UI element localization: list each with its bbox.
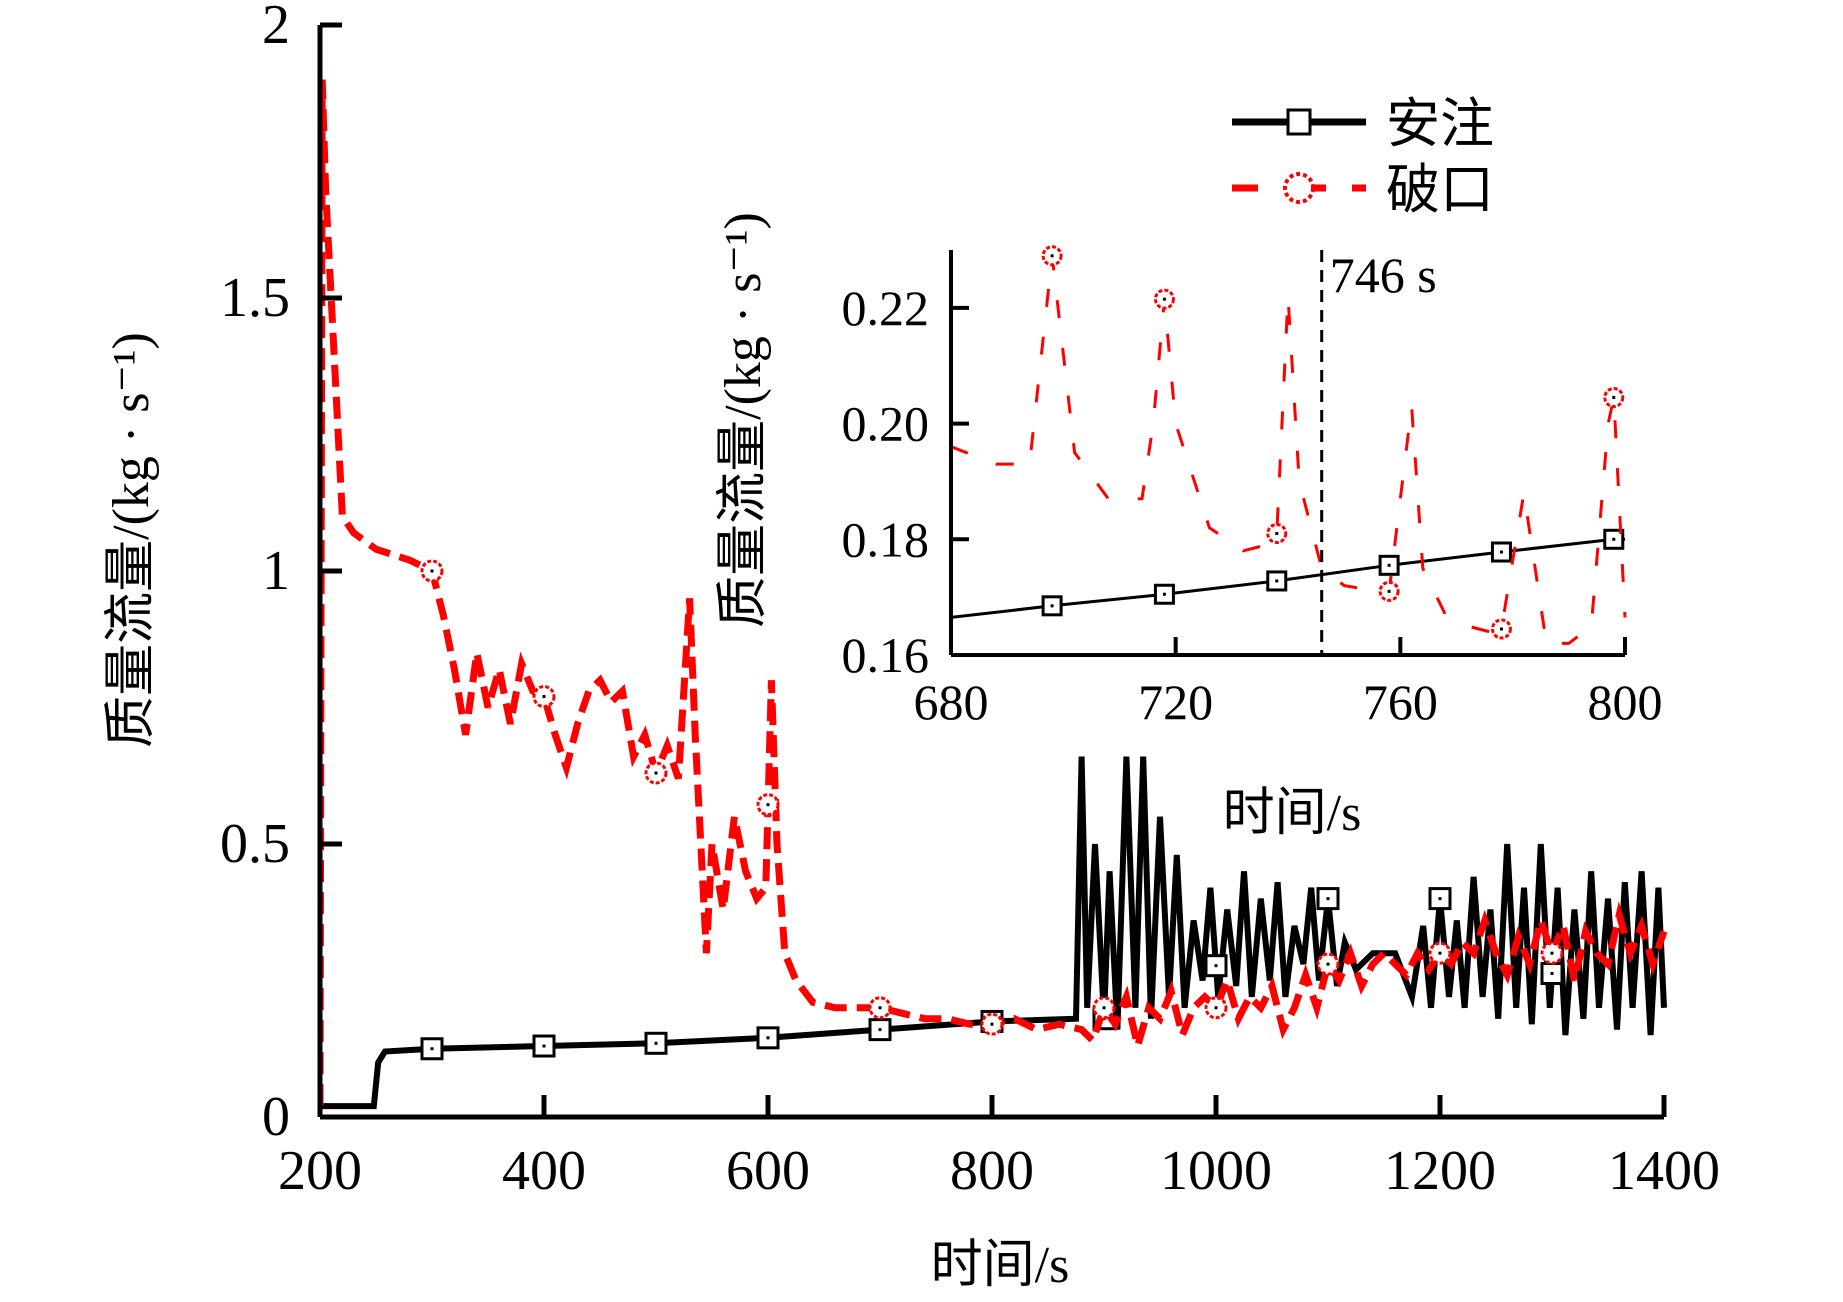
y-tick-label: 1 [262, 540, 290, 602]
data-point-center [1499, 627, 1503, 631]
x-tick-label: 1000 [1160, 1140, 1272, 1202]
data-point-center [1499, 550, 1503, 554]
reference-line-label: 746 s [1330, 247, 1437, 303]
data-point-center [654, 771, 658, 775]
legend-item-break: 破口 [1232, 160, 1494, 220]
main-plot: 200 400 600 800 1000 1200 1400 0 0.5 1 1.5 2 时间/s 质量流… [103, 0, 1720, 1294]
data-point-center [1050, 254, 1054, 258]
x-tick-label: 400 [502, 1140, 586, 1202]
x-tick-label: 680 [914, 674, 989, 730]
legend-label: 安注 [1386, 94, 1494, 154]
x-tick-label: 800 [950, 1140, 1034, 1202]
data-point-center [1162, 592, 1166, 596]
inset-background [951, 250, 1631, 655]
y-tick-label: 0.20 [842, 396, 930, 452]
legend-label: 破口 [1386, 160, 1494, 220]
y-tick-label: 1.5 [220, 267, 290, 329]
x-tick-label: 800 [1588, 674, 1663, 730]
y-tick-label: 0.16 [842, 627, 930, 683]
y-tick-label: 0.5 [220, 813, 290, 875]
data-point-center [1275, 579, 1279, 583]
series-injection [320, 756, 1667, 1110]
data-point-center [1438, 897, 1442, 901]
legend-marker-circle [1283, 172, 1315, 204]
series-break [951, 245, 1627, 645]
data-point-center [1612, 537, 1616, 541]
data-point-center [1326, 897, 1330, 901]
y-tick-label: 2 [262, 0, 290, 56]
data-point-center [766, 1036, 770, 1040]
x-tick-label: 1200 [1384, 1140, 1496, 1202]
data-point-center [1550, 971, 1554, 975]
data-point-center [766, 803, 770, 807]
data-point-center [878, 1028, 882, 1032]
y-tick-label: 0 [262, 1086, 290, 1148]
data-point-center [542, 1044, 546, 1048]
series-line-injection [320, 756, 1667, 1110]
data-point-center [654, 1041, 658, 1045]
data-point-center [1387, 563, 1391, 567]
data-point-center [1550, 951, 1554, 955]
data-point-center [1162, 297, 1166, 301]
data-point-center [542, 695, 546, 699]
legend-item-injection: 安注 [1232, 94, 1494, 154]
data-point-center [1214, 1006, 1218, 1010]
data-point-center [1326, 962, 1330, 966]
data-point-center [430, 1047, 434, 1051]
data-point-center [430, 569, 434, 573]
inset-background-rect [951, 250, 1631, 655]
x-tick-label: 1400 [1608, 1140, 1720, 1202]
data-point-center [1050, 604, 1054, 608]
data-point-center [1214, 964, 1218, 968]
series-break [320, 79, 1668, 1107]
data-point-center [1612, 396, 1616, 400]
series-injection [951, 528, 1625, 619]
data-point-center [1438, 951, 1442, 955]
y-tick-label: 0.22 [842, 280, 930, 336]
data-point-center [878, 1006, 882, 1010]
x-tick-label: 760 [1363, 674, 1438, 730]
x-tick-label: 720 [1138, 674, 1213, 730]
inset-plot: 746 s 680 720 760 800 0.16 0.18 0.20 0.22 时间/s 质量流… [715, 212, 1663, 842]
legend-marker-square [1286, 108, 1312, 136]
data-point-center [990, 1022, 994, 1026]
x-tick-label: 600 [726, 1140, 810, 1202]
data-point-center [1387, 589, 1391, 593]
x-axis-title: 时间/s [1223, 785, 1362, 842]
series-line-injection [951, 537, 1625, 619]
x-tick-label: 200 [278, 1140, 362, 1202]
x-axis-title: 时间/s [931, 1237, 1070, 1294]
y-axis-title: 质量流量/(kg · s⁻¹) [715, 212, 772, 628]
data-point-center [1275, 532, 1279, 535]
y-tick-label: 0.18 [842, 511, 930, 567]
data-point-center [1102, 1006, 1106, 1010]
y-axis-title: 质量流量/(kg · s⁻¹) [103, 332, 160, 748]
